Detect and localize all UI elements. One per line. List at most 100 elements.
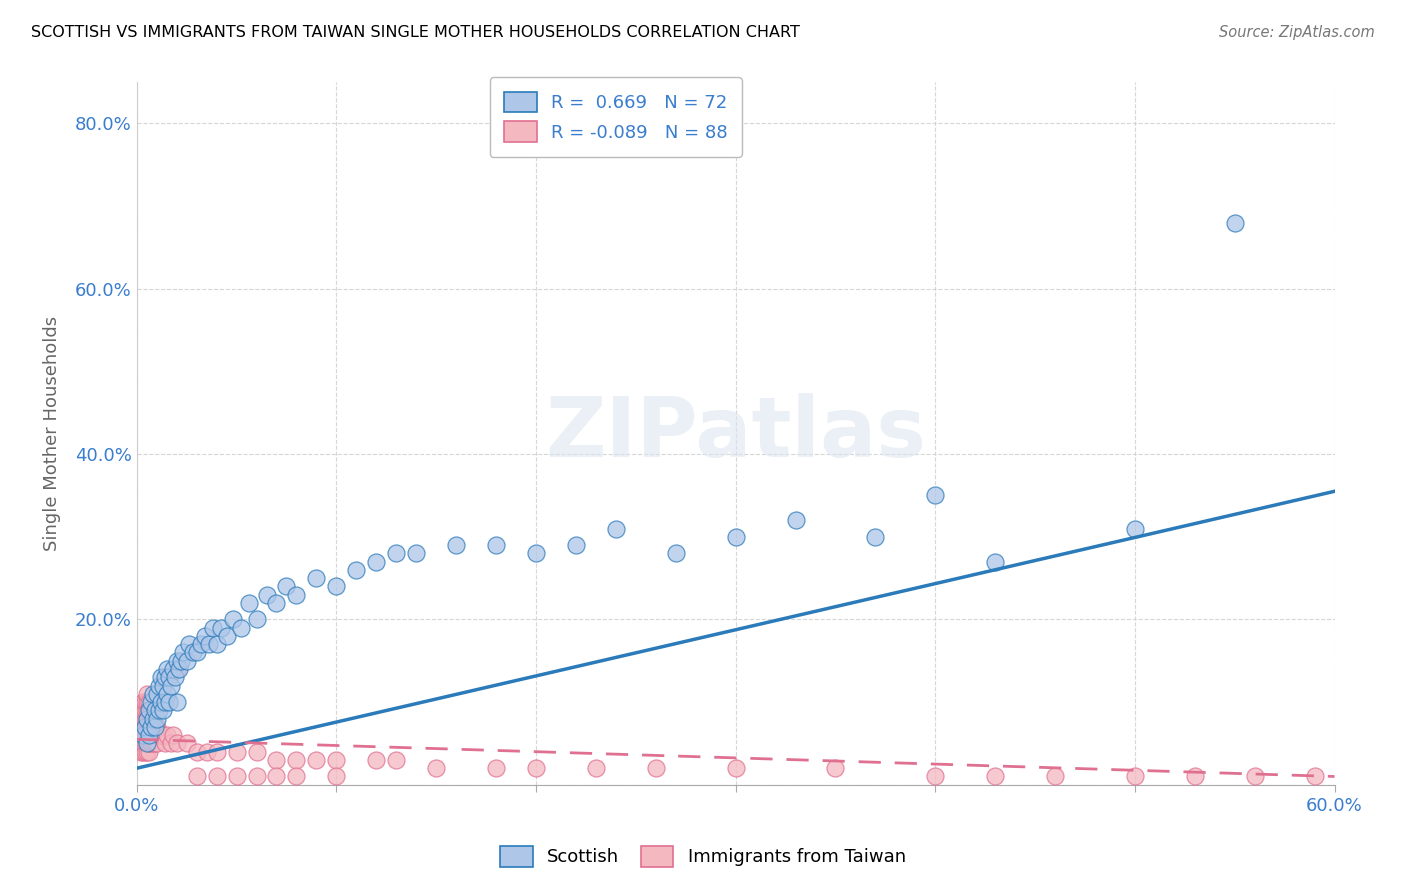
Point [152, 679, 174, 693]
Point [142, 736, 165, 750]
Point [644, 761, 666, 775]
Point [1243, 770, 1265, 784]
Point [172, 646, 194, 660]
Point [139, 736, 162, 750]
Point [138, 695, 160, 709]
Point [156, 687, 179, 701]
Point [145, 720, 167, 734]
Point [134, 703, 156, 717]
Point [148, 703, 170, 717]
Point [142, 712, 165, 726]
Point [143, 703, 166, 717]
Point [176, 654, 198, 668]
Point [245, 612, 267, 626]
Point [385, 546, 408, 560]
Point [142, 720, 165, 734]
Point [134, 745, 156, 759]
Point [201, 621, 224, 635]
Point [238, 596, 260, 610]
Point [1123, 522, 1146, 536]
Point [135, 728, 157, 742]
Point [865, 530, 887, 544]
Point [344, 563, 367, 577]
Text: Source: ZipAtlas.com: Source: ZipAtlas.com [1219, 25, 1375, 40]
Point [134, 720, 156, 734]
Point [166, 695, 188, 709]
Point [1043, 770, 1066, 784]
Point [138, 728, 160, 742]
Point [145, 736, 167, 750]
Point [197, 637, 219, 651]
Point [138, 712, 160, 726]
Point [225, 745, 247, 759]
Point [159, 679, 181, 693]
Point [984, 770, 1007, 784]
Point [135, 695, 157, 709]
Legend: R =  0.669   N = 72, R = -0.089   N = 88: R = 0.669 N = 72, R = -0.089 N = 88 [489, 77, 742, 157]
Point [138, 745, 160, 759]
Point [266, 596, 288, 610]
Point [152, 703, 174, 717]
Point [276, 579, 298, 593]
Point [132, 736, 155, 750]
Point [195, 745, 218, 759]
Point [153, 736, 176, 750]
Point [225, 770, 247, 784]
Point [209, 621, 232, 635]
Point [215, 629, 238, 643]
Point [325, 579, 347, 593]
Point [162, 662, 184, 676]
Point [565, 538, 588, 552]
Point [143, 720, 166, 734]
Point [444, 538, 467, 552]
Legend: Scottish, Immigrants from Taiwan: Scottish, Immigrants from Taiwan [494, 838, 912, 874]
Point [585, 761, 607, 775]
Point [139, 720, 162, 734]
Point [194, 629, 217, 643]
Point [785, 513, 807, 527]
Point [169, 654, 191, 668]
Point [605, 522, 627, 536]
Point [256, 588, 278, 602]
Point [138, 703, 160, 717]
Point [149, 695, 172, 709]
Point [139, 703, 162, 717]
Point [1184, 770, 1206, 784]
Point [135, 712, 157, 726]
Point [153, 695, 176, 709]
Point [177, 637, 200, 651]
Point [157, 670, 180, 684]
Point [159, 736, 181, 750]
Point [135, 687, 157, 701]
Point [325, 753, 347, 767]
Point [135, 703, 157, 717]
Point [132, 728, 155, 742]
Point [145, 712, 167, 726]
Point [163, 670, 186, 684]
Point [485, 538, 508, 552]
Point [245, 770, 267, 784]
Point [149, 670, 172, 684]
Point [285, 753, 308, 767]
Point [156, 662, 179, 676]
Point [167, 662, 190, 676]
Point [221, 612, 243, 626]
Point [148, 728, 170, 742]
Point [305, 571, 328, 585]
Point [181, 646, 204, 660]
Point [129, 712, 152, 726]
Point [142, 728, 165, 742]
Point [139, 720, 162, 734]
Point [524, 546, 547, 560]
Point [135, 720, 157, 734]
Point [366, 753, 388, 767]
Point [148, 679, 170, 693]
Point [139, 712, 162, 726]
Point [138, 728, 160, 742]
Point [143, 720, 166, 734]
Point [325, 770, 347, 784]
Point [285, 588, 308, 602]
Point [485, 761, 508, 775]
Point [132, 720, 155, 734]
Point [166, 662, 188, 676]
